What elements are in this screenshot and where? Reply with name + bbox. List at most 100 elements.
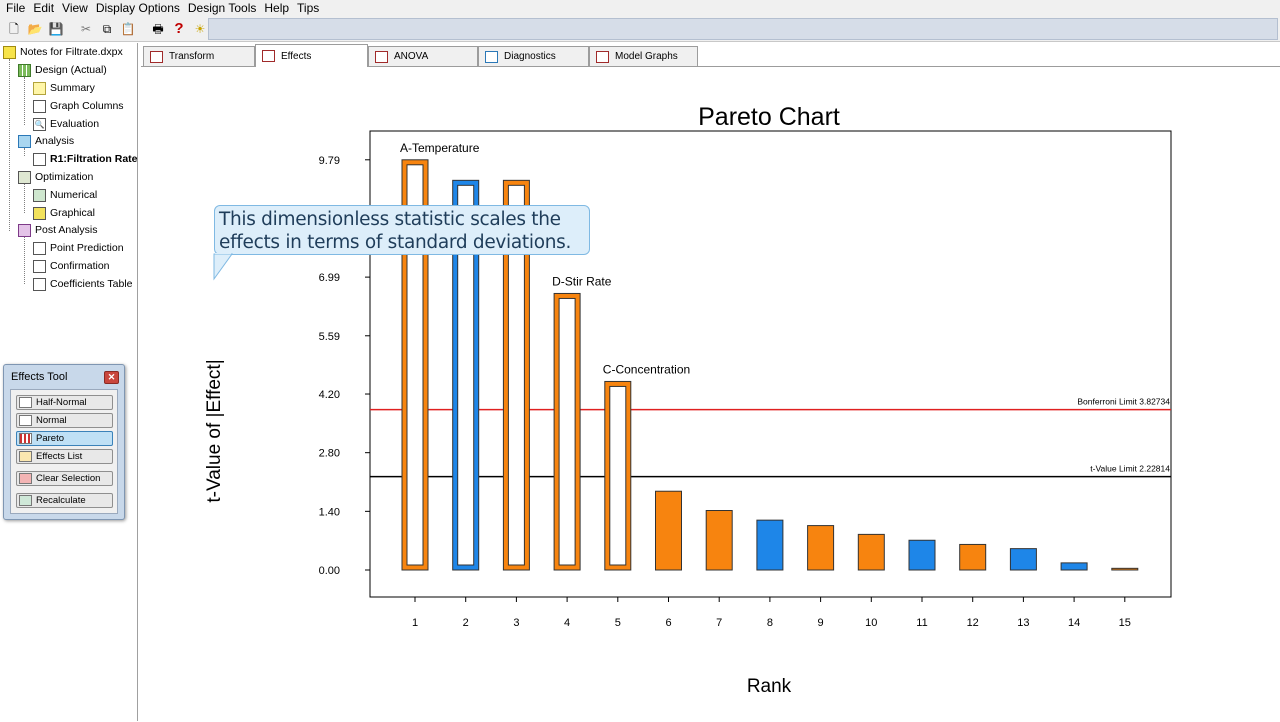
tree-optimization[interactable]: Optimization [18, 169, 93, 185]
x-axis-label: Rank [747, 676, 792, 697]
bar[interactable] [1111, 567, 1139, 571]
x-tick-label: 4 [564, 617, 570, 629]
tab-diagnostics[interactable]: Diagnostics [478, 46, 589, 66]
pareto-button[interactable]: Pareto [16, 431, 113, 446]
model-graphs-icon [596, 50, 609, 63]
tip-icon[interactable]: ☀ [194, 21, 206, 36]
bar-label: D-Stir Rate [552, 274, 612, 288]
bar[interactable] [1009, 548, 1037, 571]
x-tick-label: 8 [767, 617, 773, 629]
clear-selection-button[interactable]: Clear Selection [16, 471, 113, 486]
tab-effects[interactable]: Effects [255, 44, 368, 67]
bar[interactable] [705, 510, 733, 571]
tree-root[interactable]: Notes for Filtrate.dxpx [3, 44, 123, 60]
menu-tips[interactable]: Tips [297, 1, 320, 15]
summary-icon [33, 81, 46, 95]
tree-graphical[interactable]: Graphical [33, 205, 95, 221]
response-bar-icon [33, 152, 46, 166]
bar[interactable] [655, 490, 682, 571]
chart-title: Pareto Chart [698, 103, 840, 131]
copy-icon[interactable]: ⧉ [102, 21, 112, 36]
bar[interactable] [756, 519, 784, 571]
tooltip-line-2: effects in terms of standard deviations. [219, 232, 572, 253]
menu-display-options[interactable]: Display Options [95, 1, 180, 15]
bar-label: A-Temperature [400, 141, 480, 155]
x-tick-label: 5 [615, 617, 621, 629]
menu-bar: File Edit View Display Options Design Tools H… [0, 0, 1280, 16]
menu-help[interactable]: Help [264, 1, 290, 15]
tree-coefficients-table[interactable]: Coefficients Table [33, 276, 133, 292]
x-tick-label: 15 [1119, 617, 1131, 629]
limit-label: t-Value Limit 2.22814 [1090, 464, 1170, 474]
effects-view: Pareto Chart t-Value of |Effect| Rank 0.… [141, 66, 1280, 721]
menu-file[interactable]: File [6, 1, 26, 15]
y-tick-label: 1.40 [319, 506, 340, 518]
x-axis-ticks: 1 2 3 4 5 6 7 8 9 10 11 12 13 14 15 [412, 597, 1131, 629]
bar[interactable] [959, 543, 987, 571]
graph-columns-icon [33, 99, 46, 113]
analysis-icon [18, 134, 31, 148]
effects-tool-titlebar[interactable]: Effects Tool ✕ [4, 365, 124, 389]
effects-tool-body: Half-Normal Normal Pareto Effects List C… [10, 389, 118, 514]
evaluation-icon: 🔍 [33, 117, 46, 131]
bar-body [655, 490, 682, 571]
design-grid-icon [18, 63, 31, 77]
point-prediction-icon [33, 241, 46, 255]
cut-icon[interactable]: ✂ [80, 21, 92, 36]
tree-r1-filtration-rate[interactable]: R1:Filtration Rate [33, 151, 138, 167]
half-normal-button[interactable]: Half-Normal [16, 395, 113, 410]
bar-body [857, 533, 885, 571]
tree-graph-columns[interactable]: Graph Columns [33, 98, 124, 114]
bar-selected-inner [406, 164, 424, 566]
recalculate-button[interactable]: Recalculate [16, 493, 113, 508]
tree-summary[interactable]: Summary [33, 80, 95, 96]
bar[interactable] [807, 525, 835, 571]
tree-analysis[interactable]: Analysis [18, 133, 74, 149]
bar[interactable] [908, 539, 936, 571]
toolbar: 🗋 📂 💾 ✂ ⧉ 📋 🖶 ? ☀ [0, 16, 1280, 42]
save-icon[interactable]: 💾 [48, 21, 64, 36]
x-tick-label: 11 [916, 617, 927, 629]
bar-label: C-Concentration [603, 362, 690, 376]
calculator-icon [19, 495, 32, 506]
effects-list-button[interactable]: Effects List [16, 449, 113, 464]
menu-edit[interactable]: Edit [33, 1, 55, 15]
paste-icon[interactable]: 📋 [120, 21, 136, 36]
menu-design-tools[interactable]: Design Tools [187, 1, 257, 15]
bar[interactable] [553, 292, 581, 571]
close-icon[interactable]: ✕ [104, 370, 119, 384]
limit-lines: Bonferroni Limit 3.82734 t-Value Limit 2.… [370, 397, 1171, 478]
tab-transform[interactable]: Transform [143, 46, 255, 66]
menu-view[interactable]: View [62, 1, 88, 15]
coefficients-table-icon [33, 277, 46, 291]
toolbar-empty-area [208, 17, 1278, 40]
bar-body [908, 539, 936, 571]
tab-model-graphs[interactable]: Model Graphs [589, 46, 698, 66]
tree-numerical[interactable]: Numerical [33, 187, 97, 203]
help-icon[interactable]: ? [174, 19, 184, 37]
bar-body [705, 510, 733, 571]
effects-tool-title: Effects Tool [11, 371, 68, 383]
pareto-chart[interactable]: Pareto Chart t-Value of |Effect| Rank 0.… [141, 67, 1280, 722]
graphical-icon [33, 206, 46, 220]
optimization-icon [18, 170, 31, 184]
x-tick-label: 10 [865, 617, 877, 629]
print-icon[interactable]: 🖶 [152, 21, 164, 36]
open-icon[interactable]: 📂 [27, 21, 43, 36]
limit-label: Bonferroni Limit 3.82734 [1077, 397, 1170, 407]
new-icon[interactable]: 🗋 [9, 21, 19, 36]
tree-confirmation[interactable]: Confirmation [33, 258, 110, 274]
bar-body [807, 525, 835, 571]
tab-anova[interactable]: ANOVA [368, 46, 478, 66]
tree-evaluation[interactable]: 🔍 Evaluation [33, 117, 100, 131]
x-tick-label: 13 [1017, 617, 1029, 629]
bar[interactable] [1060, 562, 1088, 571]
bar[interactable] [857, 533, 885, 571]
y-tick-label: 9.79 [319, 155, 340, 167]
x-tick-label: 2 [463, 617, 469, 629]
tree-design[interactable]: Design (Actual) [18, 62, 107, 78]
normal-button[interactable]: Normal [16, 413, 113, 428]
tree-point-prediction[interactable]: Point Prediction [33, 240, 124, 256]
bar[interactable] [604, 380, 632, 571]
tree-post-analysis[interactable]: Post Analysis [18, 222, 97, 238]
